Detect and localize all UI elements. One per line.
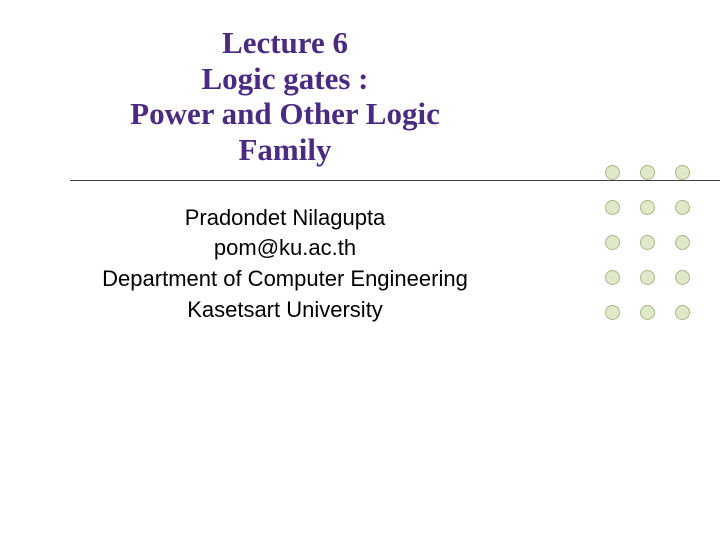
dot-row <box>605 305 690 320</box>
decorative-dot <box>640 305 655 320</box>
dot-row <box>605 165 690 180</box>
decorative-dot <box>605 200 620 215</box>
dot-row <box>605 270 690 285</box>
author-name: Pradondet Nilagupta <box>70 203 500 234</box>
decorative-dot <box>605 305 620 320</box>
title-line-1: Lecture 6 <box>70 25 500 61</box>
decorative-dot <box>675 165 690 180</box>
decorative-dot <box>640 165 655 180</box>
decorative-dot <box>605 270 620 285</box>
title-line-2: Logic gates : <box>70 61 500 97</box>
slide: Lecture 6 Logic gates : Power and Other … <box>0 0 720 540</box>
decorative-dot <box>640 270 655 285</box>
decorative-dot <box>640 235 655 250</box>
title-block: Lecture 6 Logic gates : Power and Other … <box>40 25 680 168</box>
decorative-dot <box>640 200 655 215</box>
decorative-dot <box>675 235 690 250</box>
decorative-dot <box>675 305 690 320</box>
dot-row <box>605 200 690 215</box>
decorative-dot-grid <box>605 165 690 340</box>
title-line-3: Power and Other Logic <box>70 96 500 132</box>
decorative-dot <box>605 165 620 180</box>
body-block: Pradondet Nilagupta pom@ku.ac.th Departm… <box>40 203 680 326</box>
university: Kasetsart University <box>70 295 500 326</box>
decorative-dot <box>605 235 620 250</box>
author-email: pom@ku.ac.th <box>70 233 500 264</box>
department: Department of Computer Engineering <box>70 264 500 295</box>
dot-row <box>605 235 690 250</box>
decorative-dot <box>675 200 690 215</box>
decorative-dot <box>675 270 690 285</box>
title-line-4: Family <box>70 132 500 168</box>
